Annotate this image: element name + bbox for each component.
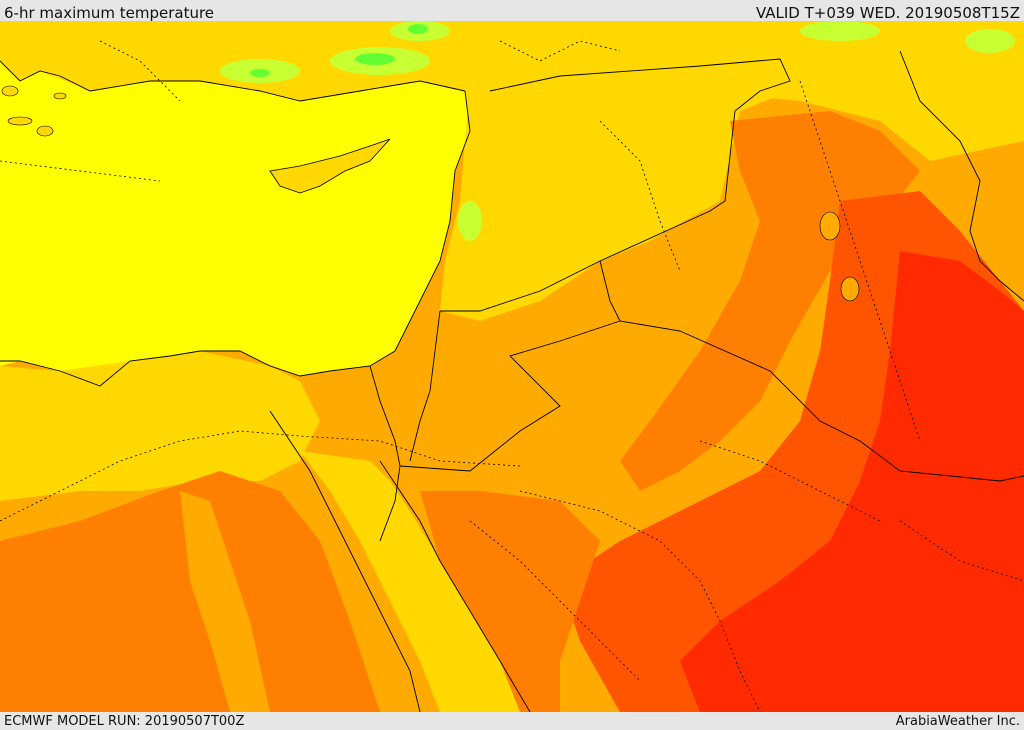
cyprus-island xyxy=(269,138,391,194)
map-title: 6-hr maximum temperature xyxy=(4,4,215,22)
field-nile-strip xyxy=(180,491,270,712)
map-footer: ECMWF MODEL RUN: 20190507T00Z ArabiaWeat… xyxy=(0,712,1024,729)
field-hejaz xyxy=(420,491,600,712)
field-egypt-north xyxy=(0,351,320,501)
field-red-core xyxy=(680,251,1024,712)
temperature-map xyxy=(0,21,1024,712)
coastlines xyxy=(0,50,1024,712)
aegean-islands xyxy=(1,85,67,137)
map-header: 6-hr maximum temperature VALID T+039 WED… xyxy=(0,0,1024,22)
field-green-patches xyxy=(220,21,1015,241)
field-bright-green-patches xyxy=(250,24,428,77)
credit-label: ArabiaWeather Inc. xyxy=(895,714,1020,729)
field-red-sea xyxy=(300,451,520,712)
field-mediterranean xyxy=(0,61,470,386)
national-borders xyxy=(369,58,1024,542)
model-run-label: ECMWF MODEL RUN: 20190507T00Z xyxy=(4,714,245,729)
internal-boundaries xyxy=(0,40,1024,712)
lake-habbaniyah xyxy=(840,276,860,302)
lake-tharthar xyxy=(819,211,841,241)
field-levant xyxy=(440,61,790,321)
field-egypt-south xyxy=(0,471,380,712)
valid-time: VALID T+039 WED. 20190508T15Z xyxy=(755,4,1020,22)
